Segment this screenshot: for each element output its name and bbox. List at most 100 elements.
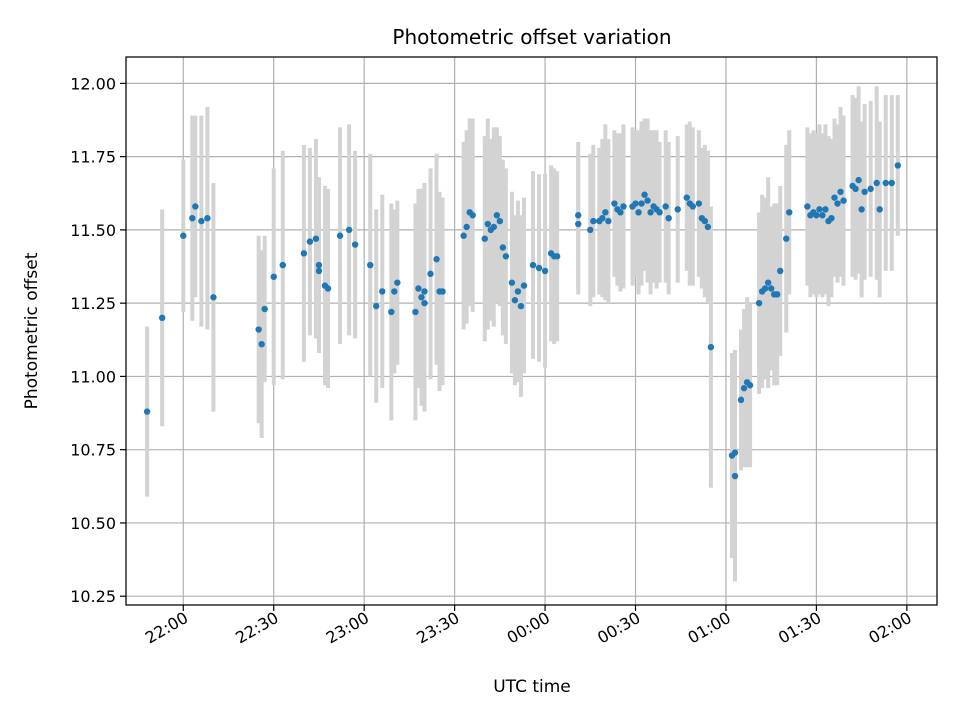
data-point	[689, 203, 696, 210]
data-point	[427, 270, 434, 278]
data-point	[707, 343, 715, 351]
data-point	[822, 206, 829, 213]
data-point	[731, 449, 739, 456]
data-point	[158, 314, 166, 322]
data-point	[816, 206, 823, 213]
y-tick-label: 10.50	[70, 514, 116, 533]
data-point	[300, 250, 308, 257]
data-point	[535, 264, 543, 272]
data-point	[647, 209, 654, 216]
plot-frame	[125, 56, 938, 606]
data-point	[665, 214, 672, 222]
data-point	[351, 241, 359, 248]
data-point	[336, 232, 344, 239]
data-point	[345, 226, 353, 234]
data-point	[418, 294, 425, 301]
data-point	[590, 217, 597, 225]
data-point	[867, 185, 874, 193]
data-point	[198, 217, 205, 225]
data-point	[575, 212, 582, 219]
y-axis-title: Photometric offset	[22, 252, 42, 409]
y-tick-label: 10.25	[70, 587, 116, 606]
data-point	[683, 194, 690, 201]
chart-title: Photometric offset variation	[392, 25, 671, 49]
data-point	[855, 176, 862, 184]
x-tick-label: 01:30	[775, 608, 824, 648]
data-point	[306, 238, 314, 245]
data-point	[463, 223, 470, 231]
x-tick-label: 22:00	[142, 608, 191, 648]
data-point	[439, 288, 446, 295]
data-point	[861, 188, 868, 196]
data-point	[755, 299, 763, 307]
data-point	[704, 223, 712, 231]
data-point	[379, 288, 386, 295]
y-tick-label: 11.75	[70, 148, 116, 167]
data-point	[641, 191, 648, 198]
data-point	[502, 253, 510, 260]
data-point	[858, 206, 865, 213]
data-point	[511, 297, 519, 304]
data-point	[484, 220, 491, 228]
data-point	[394, 279, 401, 286]
data-point	[421, 299, 428, 307]
data-point	[415, 285, 422, 292]
data-point-layer	[143, 162, 902, 480]
data-point	[315, 261, 323, 269]
data-point	[632, 200, 639, 207]
x-tick-label: 00:30	[594, 608, 643, 648]
y-tick-label: 11.00	[70, 367, 116, 386]
data-point	[553, 253, 561, 260]
data-point	[774, 291, 781, 298]
data-point	[312, 235, 320, 242]
data-point	[740, 384, 748, 392]
data-point	[674, 206, 681, 213]
data-point	[767, 285, 775, 292]
data-point	[786, 209, 793, 216]
data-point	[258, 340, 265, 348]
data-point	[777, 267, 784, 275]
x-tick-label: 23:00	[323, 608, 372, 648]
x-tick-label: 23:30	[413, 608, 462, 648]
data-point	[635, 209, 642, 216]
data-point	[541, 267, 549, 275]
data-point	[761, 285, 769, 292]
data-point	[701, 217, 709, 225]
data-point	[764, 279, 772, 286]
data-point	[783, 235, 790, 242]
error-bar-layer	[145, 86, 900, 582]
data-point	[819, 212, 826, 219]
data-point	[605, 217, 612, 225]
data-point	[644, 197, 651, 204]
data-point	[279, 261, 286, 269]
y-tick-label: 10.75	[70, 441, 116, 460]
data-point	[412, 308, 419, 316]
data-point	[499, 244, 507, 251]
data-point	[575, 220, 582, 228]
data-point	[852, 185, 859, 193]
data-point	[324, 285, 332, 292]
data-point	[433, 256, 440, 263]
data-point	[840, 197, 847, 204]
data-point	[837, 188, 844, 196]
data-point	[894, 162, 902, 169]
x-tick-label: 02:00	[865, 608, 914, 648]
data-point	[204, 214, 211, 222]
data-point	[493, 212, 501, 219]
data-point	[656, 209, 663, 216]
data-point	[882, 179, 889, 187]
data-point	[391, 288, 398, 295]
data-point	[520, 282, 528, 289]
y-tick-label: 11.25	[70, 294, 116, 313]
data-point	[813, 212, 820, 219]
data-point	[192, 203, 199, 210]
y-tick-label: 11.50	[70, 221, 116, 240]
data-point	[508, 279, 516, 286]
data-point	[270, 273, 277, 280]
x-axis-title: UTC time	[493, 677, 571, 697]
x-tick-label: 00:00	[504, 608, 553, 648]
x-tick-label: 22:30	[232, 608, 281, 648]
data-point	[189, 214, 196, 222]
data-point	[143, 408, 151, 415]
